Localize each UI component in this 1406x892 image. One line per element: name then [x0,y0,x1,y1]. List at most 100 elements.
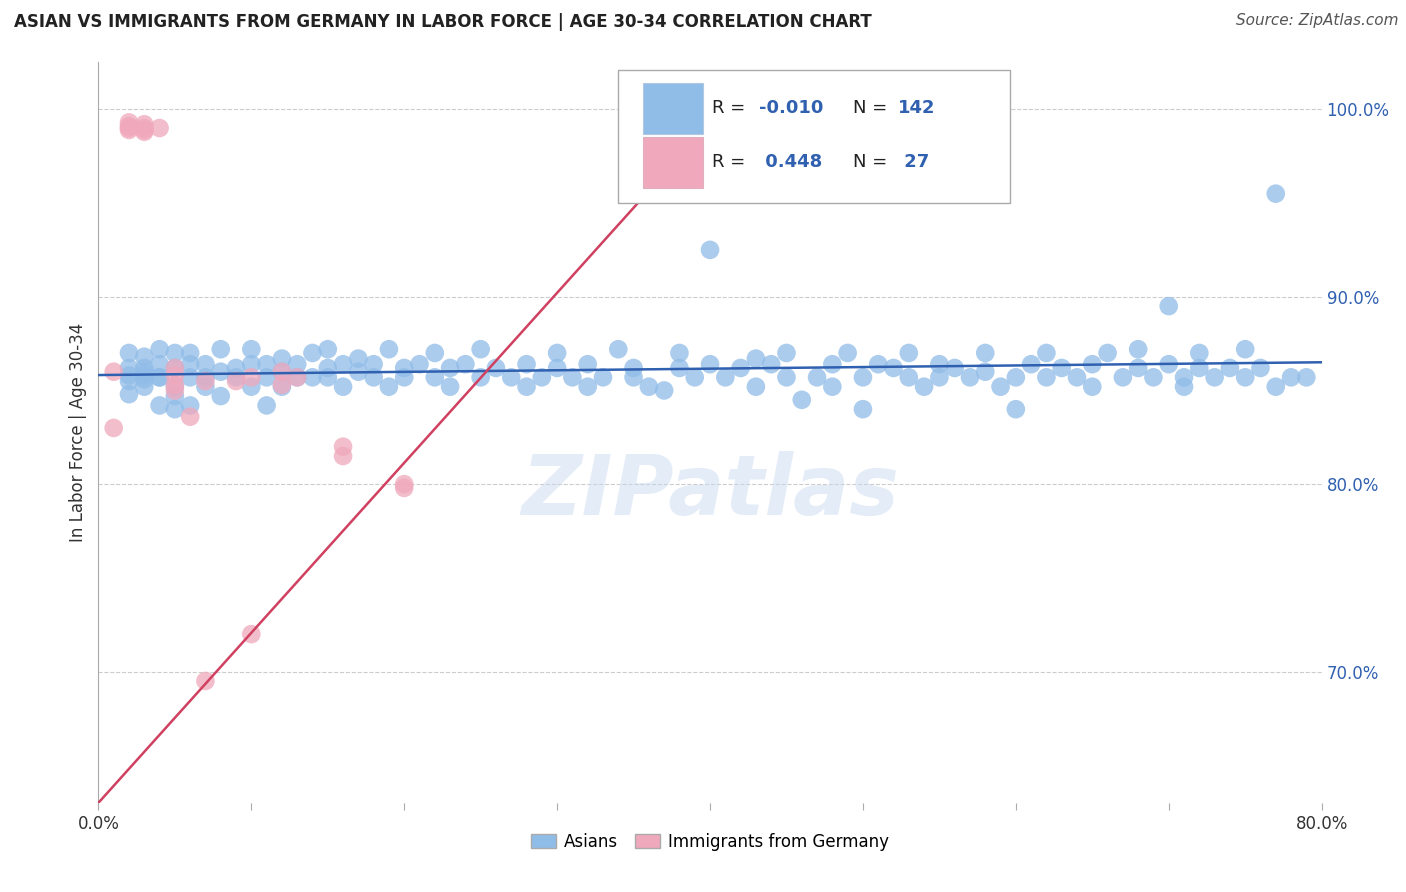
Point [194,673,217,688]
Point [332,357,354,371]
Point [270,365,292,379]
Point [623,361,645,376]
Point [1279,370,1302,384]
Point [134,121,156,136]
Point [134,368,156,383]
Legend: Asians, Immigrants from Germany: Asians, Immigrants from Germany [524,826,896,857]
Point [1188,346,1211,360]
Point [134,380,156,394]
Point [149,121,172,136]
Point [256,357,278,371]
Point [668,346,690,360]
Point [179,357,201,371]
Point [225,370,247,384]
Point [179,370,201,384]
Point [240,627,263,641]
Point [270,377,292,392]
Point [194,374,217,388]
Point [194,380,217,394]
Point [546,361,568,376]
Point [652,384,675,398]
Point [163,402,186,417]
Point [897,346,920,360]
Text: ZIPatlas: ZIPatlas [522,451,898,533]
Point [699,357,721,371]
Point [1219,361,1241,376]
Point [1157,357,1180,371]
Point [759,357,782,371]
Point [118,374,141,388]
Point [301,346,323,360]
Point [714,370,737,384]
Point [332,440,354,454]
Point [516,357,538,371]
Point [316,370,339,384]
Point [392,370,416,384]
Point [240,380,263,394]
Text: ASIAN VS IMMIGRANTS FROM GERMANY IN LABOR FORCE | AGE 30-34 CORRELATION CHART: ASIAN VS IMMIGRANTS FROM GERMANY IN LABO… [14,13,872,31]
Point [149,370,172,384]
Point [194,370,217,384]
Point [347,351,370,366]
Point [118,119,141,133]
Point [470,342,492,356]
Point [209,389,232,403]
Point [134,123,156,137]
Point [530,370,553,384]
Point [103,421,125,435]
Point [225,374,247,388]
Point [423,346,446,360]
Point [1066,370,1088,384]
Point [439,380,461,394]
Point [163,377,186,392]
Point [423,370,446,384]
Point [852,370,875,384]
Text: N =: N = [853,99,893,118]
Point [163,346,186,360]
Point [118,387,141,401]
Point [301,370,323,384]
Point [745,351,768,366]
Point [240,357,263,371]
Point [378,380,401,394]
Point [118,346,141,360]
Point [546,346,568,360]
Point [316,342,339,356]
Point [163,361,186,376]
Point [943,361,966,376]
Point [1035,370,1057,384]
Point [179,399,201,413]
Point [179,346,201,360]
Point [240,342,263,356]
Point [928,357,950,371]
Point [576,357,599,371]
Point [1295,370,1317,384]
Point [332,449,354,463]
Point [134,117,156,131]
Point [883,361,905,376]
Point [149,357,172,371]
Point [316,361,339,376]
Point [1142,370,1164,384]
Point [240,370,263,384]
Point [821,380,844,394]
Point [194,357,217,371]
Point [270,365,292,379]
Point [134,372,156,386]
Text: 27: 27 [898,153,929,171]
Point [592,370,614,384]
Text: 0.448: 0.448 [759,153,823,171]
Point [775,346,797,360]
Point [163,361,186,376]
Point [1128,361,1150,376]
Point [516,380,538,394]
Point [775,370,797,384]
Point [974,346,997,360]
Point [134,365,156,379]
Text: N =: N = [853,153,893,171]
Point [561,370,583,384]
Point [1173,370,1195,384]
Point [179,409,201,424]
Point [363,357,385,371]
Point [837,346,859,360]
